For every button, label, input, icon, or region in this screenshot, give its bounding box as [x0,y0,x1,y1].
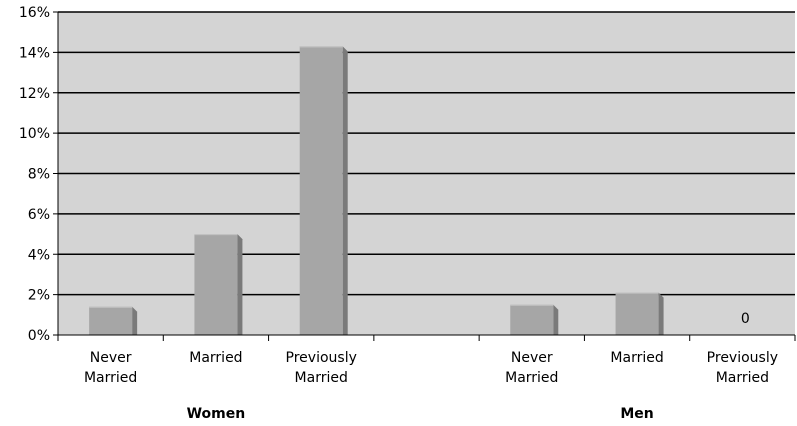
y-tick-label-8: 16% [19,5,50,21]
x-category-label-5-0: Married [610,350,663,366]
x-category-label-6-0: Previously [707,350,778,366]
bars: 0 [89,46,750,335]
bar-women-never-married [89,306,133,335]
bar-men-never-married-side [553,304,559,335]
bar-women-married-side [237,234,243,335]
bar-women-previously-married-side [342,46,348,335]
gridlines [58,11,795,296]
x-category-label-4-0: Never [511,350,553,366]
group-labels: Women Men [187,406,654,422]
x-category-label-2-1: Married [295,370,348,386]
x-axis-labels: Never Married Married Previously Married Neve… [84,350,778,386]
y-tick-label-4: 8% [28,167,50,183]
x-category-label-2-0: Previously [286,350,357,366]
x-category-label-0-0: Never [90,350,132,366]
y-axis-ticks: 0% 2% 4% 6% 8% 10% 12% 14% 16% [19,5,58,344]
x-category-label-0-1: Married [84,370,137,386]
y-tick-label-0: 0% [28,328,50,344]
bar-women-previously-married [299,46,343,335]
y-tick-label-3: 6% [28,207,50,223]
group-label-men: Men [620,406,653,422]
x-category-label-1-0: Married [189,350,242,366]
bar-men-married-side [658,292,664,335]
bar-men-married [615,292,659,335]
y-tick-label-1: 2% [28,288,50,304]
y-tick-label-2: 4% [28,247,50,263]
x-category-label-6-1: Married [716,370,769,386]
y-tick-label-7: 14% [19,45,50,61]
x-category-label-4-1: Married [505,370,558,386]
group-label-women: Women [187,406,246,422]
bar-men-previously-married-data-label: 0 [741,311,750,327]
y-tick-label-5: 10% [19,126,50,142]
y-tick-label-6: 12% [19,86,50,102]
bar-women-never-married-side [132,306,138,335]
bar-men-never-married [510,304,554,335]
bar-women-married [194,234,238,335]
